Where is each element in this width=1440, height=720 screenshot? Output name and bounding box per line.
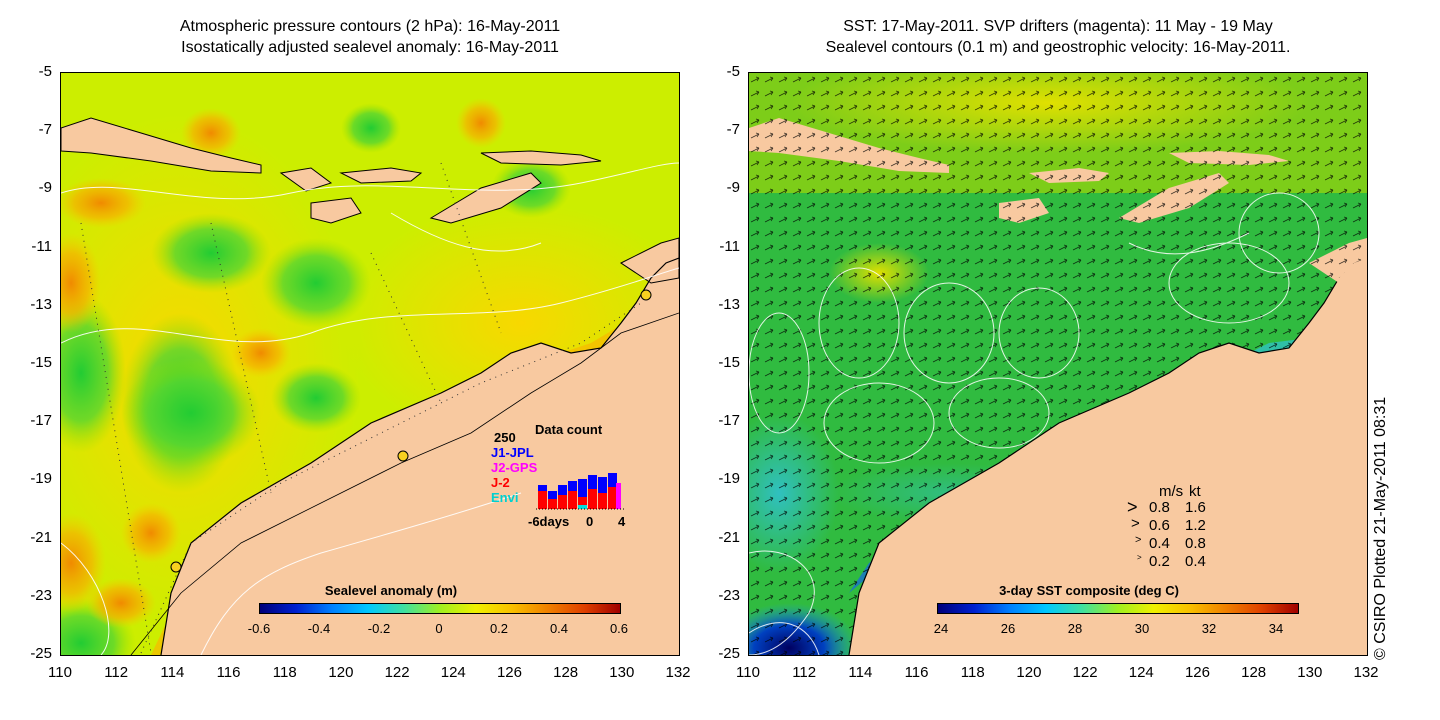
speed-legend-kt-0: 1.6 bbox=[1185, 499, 1206, 516]
speed-legend-ms-2: 0.4 bbox=[1149, 535, 1170, 552]
x-tick-label: 116 bbox=[216, 664, 241, 681]
y-tick-label: -13 bbox=[30, 295, 52, 313]
y-tick-label: -15 bbox=[30, 354, 52, 371]
x-tick-label: 110 bbox=[48, 664, 72, 681]
x-tick-label: 114 bbox=[160, 664, 185, 681]
x-tick-label: 128 bbox=[1241, 664, 1267, 681]
left-title-line2: Isostatically adjusted sealevel anomaly:… bbox=[181, 39, 559, 56]
x-tick-label: 112 bbox=[104, 664, 129, 681]
y-tick-label: -17 bbox=[718, 412, 740, 430]
y-tick-label: -17 bbox=[30, 412, 52, 430]
left-colorbar-tick-5: 0.4 bbox=[549, 621, 569, 636]
right-colorbar bbox=[937, 603, 1299, 614]
y-tick-label: -7 bbox=[38, 121, 52, 139]
y-tick-label: -5 bbox=[38, 63, 52, 80]
y-tick-label: -23 bbox=[718, 586, 740, 604]
speed-legend-ms-1: 0.6 bbox=[1149, 517, 1170, 534]
data-count-max-label: 250 bbox=[494, 430, 516, 445]
data-count-legend-1: J2-GPS bbox=[491, 460, 538, 475]
right-colorbar-tick-5: 34 bbox=[1268, 621, 1284, 636]
sealevel-anomaly-map: Data count 250 J1-JPL J2-GPS J-2 Envi -6… bbox=[60, 72, 680, 656]
right-title-line2: Sealevel contours (0.1 m) and geostrophi… bbox=[825, 39, 1291, 56]
x-tick-label: 120 bbox=[1016, 664, 1042, 681]
speed-legend-kt-3: 0.4 bbox=[1185, 553, 1206, 570]
y-tick-label: -13 bbox=[718, 295, 740, 313]
y-tick-label: -5 bbox=[726, 63, 740, 80]
x-tick-label: 118 bbox=[272, 664, 297, 681]
data-count-x-label-end: 4 bbox=[618, 514, 626, 529]
x-tick-label: 122 bbox=[384, 664, 410, 681]
y-tick-label: -25 bbox=[718, 645, 740, 662]
left-colorbar-tick-1: -0.4 bbox=[307, 621, 331, 636]
left-colorbar-tick-6: 0.6 bbox=[609, 621, 629, 636]
copyright-text: © CSIRO Plotted 21-May-2011 08:31 bbox=[1372, 396, 1389, 660]
left-colorbar-title: Sealevel anomaly (m) bbox=[324, 583, 458, 598]
speed-legend-header-kt: kt bbox=[1189, 483, 1201, 500]
y-tick-label: -21 bbox=[30, 528, 52, 546]
x-tick-label: 120 bbox=[328, 664, 354, 681]
right-title-line1: SST: 17-May-2011. SVP drifters (magenta)… bbox=[843, 18, 1273, 35]
x-tick-label: 116 bbox=[904, 664, 929, 681]
data-count-x-label-start: -6days bbox=[528, 514, 570, 529]
left-colorbar-tick-3: 0 bbox=[435, 621, 443, 636]
y-tick-label: -11 bbox=[719, 237, 740, 255]
left-title-line1: Atmospheric pressure contours (2 hPa): 1… bbox=[179, 18, 561, 35]
speed-arrow-icon: > bbox=[1137, 553, 1142, 562]
y-tick-label: -25 bbox=[30, 645, 52, 662]
x-tick-label: 130 bbox=[609, 664, 635, 681]
left-colorbar-tick-0: -0.6 bbox=[247, 621, 271, 636]
right-colorbar-tick-0: 24 bbox=[933, 621, 949, 636]
right-colorbar-tick-2: 28 bbox=[1067, 621, 1083, 636]
x-tick-label: 132 bbox=[1353, 664, 1379, 681]
x-tick-label: 132 bbox=[665, 664, 691, 681]
speed-legend-header-ms: m/s bbox=[1159, 483, 1184, 500]
y-tick-label: -21 bbox=[718, 528, 740, 546]
x-tick-label: 122 bbox=[1072, 664, 1098, 681]
y-tick-label: -15 bbox=[718, 354, 740, 371]
y-tick-label: -9 bbox=[38, 179, 52, 197]
speed-legend-kt-2: 0.8 bbox=[1185, 535, 1206, 552]
left-colorbar-tick-4: 0.2 bbox=[489, 621, 509, 636]
y-tick-label: -9 bbox=[726, 179, 740, 197]
x-tick-label: 126 bbox=[1184, 664, 1210, 681]
x-tick-label: 114 bbox=[848, 664, 873, 681]
x-tick-label: 126 bbox=[496, 664, 522, 681]
x-tick-label: 130 bbox=[1297, 664, 1323, 681]
right-colorbar-tick-1: 26 bbox=[1000, 621, 1016, 636]
speed-legend-kt-1: 1.2 bbox=[1185, 517, 1206, 534]
y-tick-label: -7 bbox=[726, 121, 740, 139]
x-tick-label: 128 bbox=[553, 664, 579, 681]
right-colorbar-tick-4: 32 bbox=[1201, 621, 1217, 636]
speed-arrow-icon: > bbox=[1131, 515, 1140, 532]
y-tick-label: -11 bbox=[31, 237, 52, 255]
speed-arrow-icon: > bbox=[1135, 534, 1142, 546]
x-tick-label: 118 bbox=[960, 664, 985, 681]
right-colorbar-tick-3: 30 bbox=[1134, 621, 1150, 636]
data-count-chart bbox=[536, 473, 626, 510]
sst-map: m/s kt > 0.8 1.6 > 0.6 1.2 > 0.4 0.8 > 0… bbox=[748, 72, 1368, 656]
right-colorbar-title: 3-day SST composite (deg C) bbox=[999, 583, 1179, 598]
x-tick-label: 110 bbox=[736, 664, 760, 681]
y-tick-label: -19 bbox=[30, 470, 52, 488]
data-count-legend-2: J-2 bbox=[491, 475, 510, 490]
y-tick-label: -23 bbox=[30, 586, 52, 604]
x-tick-label: 124 bbox=[1128, 664, 1154, 681]
speed-legend-ms-3: 0.2 bbox=[1149, 553, 1170, 570]
left-colorbar-tick-2: -0.2 bbox=[367, 621, 391, 636]
left-colorbar bbox=[259, 603, 621, 614]
data-count-title: Data count bbox=[535, 422, 603, 437]
x-tick-label: 112 bbox=[792, 664, 817, 681]
speed-arrow-icon: > bbox=[1127, 497, 1138, 517]
data-count-legend-3: Envi bbox=[491, 490, 519, 505]
speed-legend-ms-0: 0.8 bbox=[1149, 499, 1170, 516]
x-tick-label: 124 bbox=[440, 664, 466, 681]
data-count-x-label-zero: 0 bbox=[586, 514, 594, 529]
y-tick-label: -19 bbox=[718, 470, 740, 488]
data-count-legend-0: J1-JPL bbox=[491, 445, 534, 460]
